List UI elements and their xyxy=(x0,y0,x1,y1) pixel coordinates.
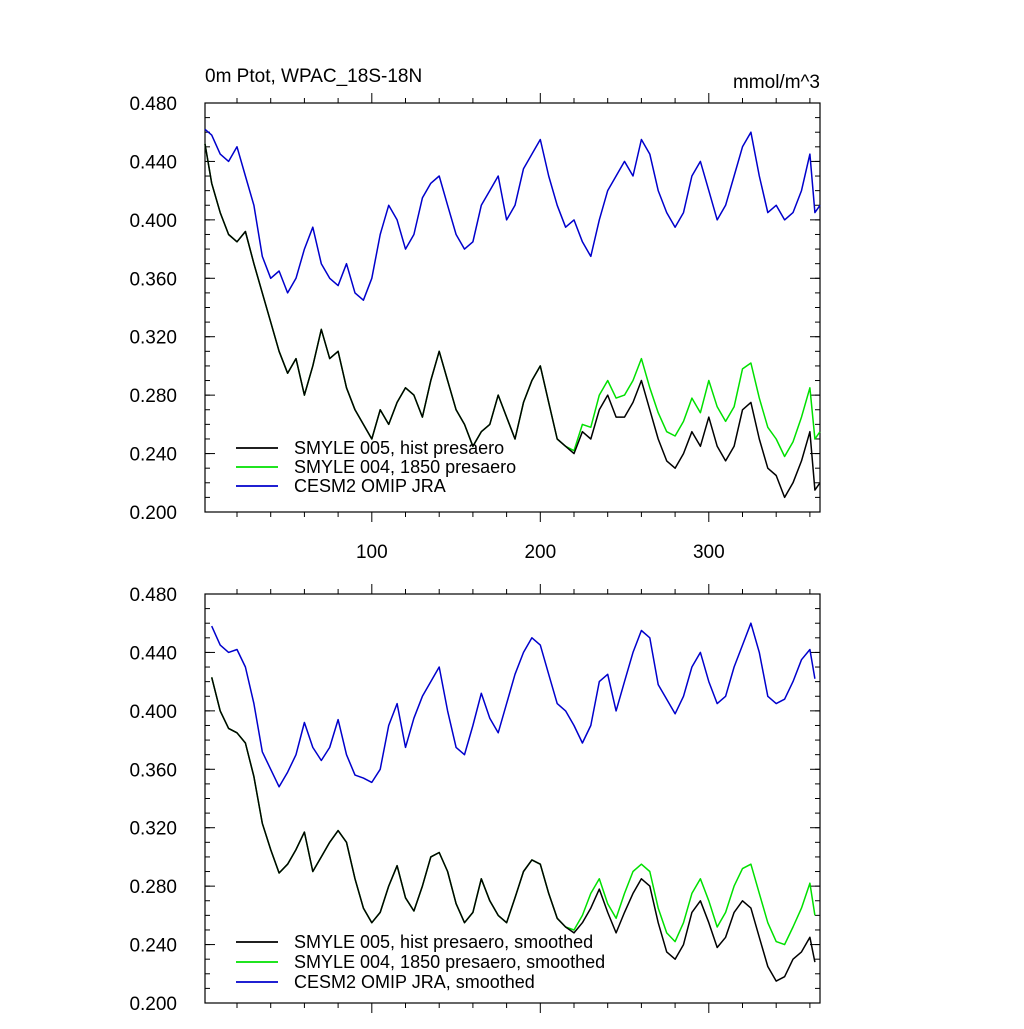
x-tick-label: 200 xyxy=(524,542,556,563)
y-tick-label: 0.360 xyxy=(129,760,177,781)
y-tick-label: 0.240 xyxy=(129,445,177,466)
series-line-2 xyxy=(204,128,821,301)
y-tick-label: 0.360 xyxy=(129,269,177,290)
unit-label: mmol/m^3 xyxy=(733,72,820,93)
y-tick-label: 0.320 xyxy=(129,328,177,349)
y-tick-label: 0.400 xyxy=(129,702,177,723)
chart-title: 0m Ptot, WPAC_18S-18N xyxy=(205,66,422,87)
legend-label: SMYLE 005, hist presaero, smoothed xyxy=(294,932,593,952)
legend-label: CESM2 OMIP JRA, smoothed xyxy=(294,972,535,992)
legend-label: CESM2 OMIP JRA xyxy=(294,476,446,496)
series-line-1 xyxy=(204,143,821,458)
y-tick-label: 0.280 xyxy=(129,877,177,898)
y-tick-label: 0.480 xyxy=(129,94,177,115)
x-tick-label: 100 xyxy=(356,542,388,563)
y-tick-label: 0.440 xyxy=(129,152,177,173)
y-tick-label: 0.240 xyxy=(129,936,177,957)
legend-label: SMYLE 004, 1850 presaero xyxy=(294,457,516,477)
bottom-panel: 0.200 0.240 0.280 0.320 0.360 0.400 0.440 0.480… xyxy=(129,584,821,1015)
y-tick-label: 0.280 xyxy=(129,386,177,407)
y-tick-label: 0.200 xyxy=(129,994,177,1015)
x-tick-label: 300 xyxy=(693,542,725,563)
y-tick-label: 0.440 xyxy=(129,643,177,664)
top-panel: 0.200 0.240 0.280 0.320 0.360 0.400 0.440 0.480… xyxy=(129,93,821,563)
y-tick-label: 0.320 xyxy=(129,819,177,840)
legend-label: SMYLE 005, hist presaero xyxy=(294,438,504,458)
series-line-0 xyxy=(210,677,816,982)
series-line-0 xyxy=(204,143,821,499)
y-tick-label: 0.480 xyxy=(129,585,177,606)
series-line-2 xyxy=(211,622,816,788)
legend-label: SMYLE 004, 1850 presaero, smoothed xyxy=(294,952,605,972)
y-tick-label: 0.400 xyxy=(129,211,177,232)
y-tick-label: 0.200 xyxy=(129,503,177,524)
